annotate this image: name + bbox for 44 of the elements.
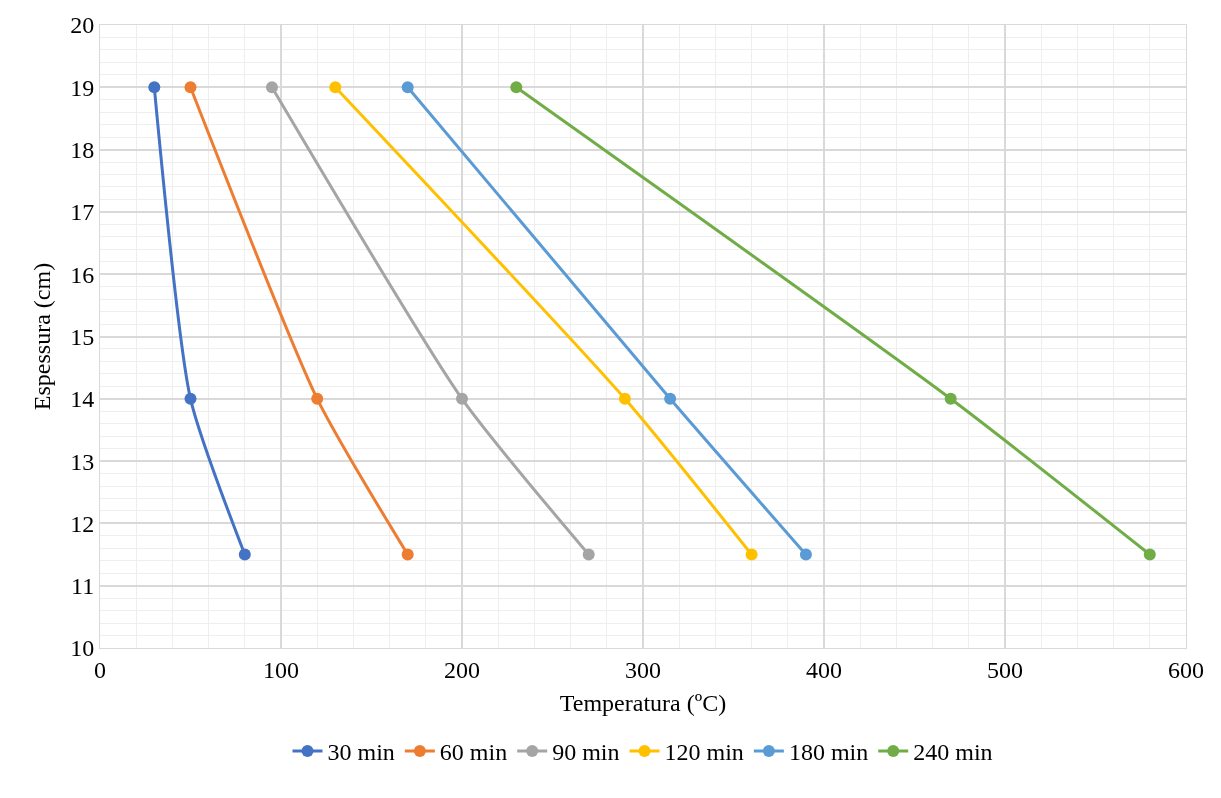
point — [664, 392, 677, 405]
legend-label: 30 min — [327, 739, 395, 766]
x-tick-label: 200 — [444, 656, 480, 683]
y-tick-label: 20 — [70, 12, 95, 39]
point — [184, 392, 197, 405]
legend-label: 180 min — [788, 739, 869, 766]
point — [311, 392, 324, 405]
x-tick-label: 100 — [263, 656, 299, 683]
point — [401, 548, 414, 561]
point — [510, 81, 523, 94]
x-tick-label: 0 — [94, 656, 106, 683]
point — [184, 81, 197, 94]
y-tick-label: 17 — [70, 199, 95, 226]
point — [618, 392, 631, 405]
y-axis-title: Espessura (cm) — [29, 262, 56, 411]
y-tick-label: 11 — [71, 573, 95, 600]
legend-label: 90 min — [552, 739, 620, 766]
y-tick-label: 19 — [70, 74, 95, 101]
point — [582, 548, 595, 561]
x-tick-label: 500 — [987, 656, 1023, 683]
point — [745, 548, 758, 561]
point — [401, 81, 414, 94]
y-tick-label: 12 — [70, 510, 95, 537]
legend-label: 60 min — [439, 739, 508, 766]
x-tick-label: 400 — [806, 656, 842, 683]
point — [329, 81, 342, 94]
point — [148, 81, 161, 94]
y-tick-label: 15 — [70, 323, 95, 350]
point — [456, 392, 468, 405]
y-tick-label: 13 — [70, 448, 95, 475]
legend-label: 240 min — [913, 739, 993, 766]
point — [944, 392, 957, 405]
y-tick-label: 10 — [70, 635, 95, 662]
legend-label: 120 min — [664, 739, 744, 766]
x-tick-label: 600 — [1168, 656, 1204, 683]
x-axis-title: Temperatura (ºC) — [559, 690, 727, 717]
y-tick-label: 14 — [70, 386, 95, 413]
point — [265, 81, 278, 94]
point — [238, 548, 251, 561]
point — [799, 548, 812, 561]
x-tick-label: 300 — [625, 656, 661, 683]
y-tick-label: 18 — [70, 137, 95, 163]
point — [1143, 548, 1156, 561]
y-tick-label: 16 — [70, 261, 95, 288]
